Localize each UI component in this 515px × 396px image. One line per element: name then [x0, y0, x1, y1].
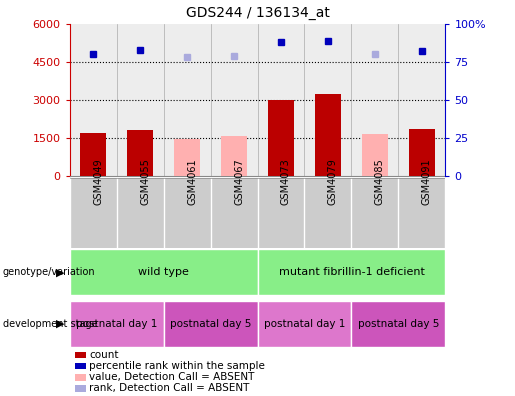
Bar	[164, 301, 258, 346]
Text: ▶: ▶	[56, 319, 64, 329]
Text: genotype/variation: genotype/variation	[3, 267, 95, 277]
Text: percentile rank within the sample: percentile rank within the sample	[89, 361, 265, 371]
Bar	[258, 249, 445, 295]
Text: value, Detection Call = ABSENT: value, Detection Call = ABSENT	[89, 372, 254, 383]
Text: count: count	[89, 350, 118, 360]
Text: ▶: ▶	[56, 267, 64, 277]
Text: development stage: development stage	[3, 319, 97, 329]
Bar	[352, 301, 445, 346]
Text: GSM4055: GSM4055	[140, 158, 150, 205]
Text: GSM4067: GSM4067	[234, 158, 244, 205]
Bar	[221, 136, 247, 176]
Bar	[258, 24, 304, 176]
Bar	[211, 24, 258, 176]
Bar	[174, 139, 200, 176]
Text: GSM4073: GSM4073	[281, 158, 291, 205]
Text: postnatal day 1: postnatal day 1	[76, 319, 157, 329]
Bar	[399, 178, 445, 248]
Bar	[409, 129, 435, 176]
Bar	[362, 133, 388, 176]
Text: GSM4091: GSM4091	[422, 158, 432, 205]
Bar	[70, 178, 116, 248]
Bar	[315, 94, 341, 176]
Bar	[164, 178, 211, 248]
Bar	[399, 24, 445, 176]
Bar	[258, 301, 351, 346]
Bar	[268, 101, 294, 176]
Bar	[304, 24, 352, 176]
Text: GSM4049: GSM4049	[93, 158, 103, 205]
Bar	[70, 301, 164, 346]
Bar	[70, 24, 116, 176]
Bar	[127, 130, 153, 176]
Text: GSM4079: GSM4079	[328, 158, 338, 205]
Bar	[352, 178, 399, 248]
Text: postnatal day 5: postnatal day 5	[170, 319, 251, 329]
Bar	[116, 24, 164, 176]
Text: wild type: wild type	[138, 267, 189, 277]
Text: postnatal day 5: postnatal day 5	[358, 319, 439, 329]
Bar	[258, 178, 304, 248]
Bar	[116, 178, 164, 248]
Text: rank, Detection Call = ABSENT: rank, Detection Call = ABSENT	[89, 383, 249, 394]
Title: GDS244 / 136134_at: GDS244 / 136134_at	[185, 6, 330, 20]
Text: mutant fibrillin-1 deficient: mutant fibrillin-1 deficient	[279, 267, 424, 277]
Text: GSM4085: GSM4085	[375, 158, 385, 205]
Text: postnatal day 1: postnatal day 1	[264, 319, 345, 329]
Bar	[164, 24, 211, 176]
Bar	[70, 249, 258, 295]
Bar	[211, 178, 258, 248]
Text: GSM4061: GSM4061	[187, 158, 197, 205]
Bar	[304, 178, 352, 248]
Bar	[352, 24, 399, 176]
Bar	[80, 133, 106, 176]
